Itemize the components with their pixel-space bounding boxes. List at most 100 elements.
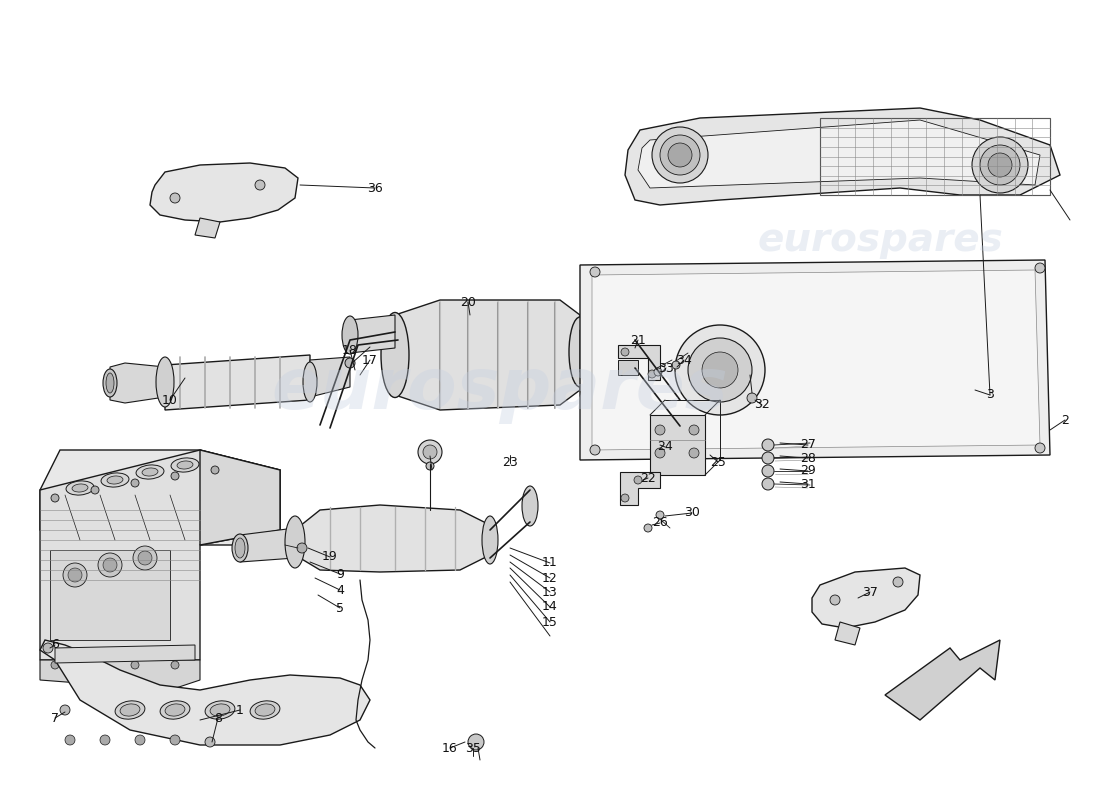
Text: 21: 21 [630, 334, 646, 346]
Circle shape [51, 661, 59, 669]
Polygon shape [200, 450, 280, 545]
Circle shape [60, 705, 70, 715]
Text: 9: 9 [337, 567, 344, 581]
Circle shape [660, 135, 700, 175]
Text: 28: 28 [800, 451, 816, 465]
Polygon shape [165, 355, 310, 410]
Text: 25: 25 [711, 455, 726, 469]
Circle shape [689, 425, 698, 435]
Polygon shape [310, 357, 350, 397]
Circle shape [205, 737, 214, 747]
Circle shape [63, 563, 87, 587]
Polygon shape [625, 108, 1060, 205]
Polygon shape [40, 640, 370, 745]
Ellipse shape [232, 534, 248, 562]
Polygon shape [580, 330, 635, 372]
Circle shape [138, 551, 152, 565]
Text: 14: 14 [542, 601, 558, 614]
Ellipse shape [381, 313, 409, 398]
Bar [50, 550, 170, 640]
Text: 22: 22 [640, 471, 656, 485]
Ellipse shape [255, 704, 275, 716]
Ellipse shape [103, 369, 117, 397]
Text: 29: 29 [800, 465, 816, 478]
Circle shape [51, 494, 59, 502]
Circle shape [590, 445, 600, 455]
Polygon shape [240, 528, 295, 562]
Text: 1: 1 [236, 703, 244, 717]
Ellipse shape [672, 394, 688, 432]
Circle shape [762, 439, 774, 451]
Circle shape [747, 393, 757, 403]
Polygon shape [110, 363, 165, 403]
Text: 31: 31 [800, 478, 816, 490]
Ellipse shape [522, 486, 538, 526]
Circle shape [426, 462, 434, 470]
Text: 13: 13 [542, 586, 558, 598]
Polygon shape [55, 645, 195, 663]
Circle shape [68, 568, 82, 582]
Circle shape [1035, 263, 1045, 273]
Circle shape [131, 479, 139, 487]
Polygon shape [580, 260, 1050, 460]
Ellipse shape [342, 316, 358, 354]
Ellipse shape [66, 481, 94, 495]
Ellipse shape [302, 362, 317, 402]
Circle shape [893, 577, 903, 587]
Ellipse shape [569, 317, 591, 387]
Text: 32: 32 [755, 398, 770, 411]
Circle shape [133, 546, 157, 570]
Circle shape [972, 137, 1028, 193]
Ellipse shape [170, 458, 199, 472]
Text: 30: 30 [684, 506, 700, 519]
Circle shape [98, 553, 122, 577]
Ellipse shape [177, 461, 192, 469]
Text: 26: 26 [652, 517, 668, 530]
Circle shape [590, 267, 600, 277]
Circle shape [762, 465, 774, 477]
Circle shape [170, 193, 180, 203]
Text: 37: 37 [862, 586, 878, 598]
Circle shape [656, 511, 664, 519]
Ellipse shape [205, 701, 235, 719]
Polygon shape [395, 300, 580, 410]
Polygon shape [40, 450, 280, 545]
Circle shape [648, 370, 656, 378]
Text: 35: 35 [465, 742, 481, 754]
Text: 24: 24 [657, 441, 673, 454]
Ellipse shape [142, 468, 158, 476]
Circle shape [468, 734, 484, 750]
Circle shape [170, 735, 180, 745]
Circle shape [675, 325, 764, 415]
Ellipse shape [165, 704, 185, 716]
Circle shape [634, 476, 642, 484]
Circle shape [345, 358, 355, 368]
Text: 23: 23 [502, 457, 518, 470]
Polygon shape [195, 218, 220, 238]
Ellipse shape [210, 704, 230, 716]
Polygon shape [40, 660, 200, 690]
Polygon shape [350, 315, 395, 353]
Polygon shape [812, 568, 920, 628]
Circle shape [762, 452, 774, 464]
Polygon shape [886, 640, 1000, 720]
Text: 7: 7 [51, 711, 59, 725]
Text: 4: 4 [337, 583, 344, 597]
Text: 20: 20 [460, 295, 476, 309]
Circle shape [65, 735, 75, 745]
Text: 8: 8 [214, 711, 222, 725]
Circle shape [621, 494, 629, 502]
Circle shape [297, 543, 307, 553]
Circle shape [652, 127, 708, 183]
Text: 15: 15 [542, 615, 558, 629]
Polygon shape [150, 163, 298, 222]
Ellipse shape [235, 538, 245, 558]
Ellipse shape [482, 516, 498, 564]
Ellipse shape [101, 473, 129, 487]
Ellipse shape [250, 701, 279, 719]
Circle shape [654, 368, 662, 376]
Text: 34: 34 [676, 354, 692, 366]
Text: 12: 12 [542, 571, 558, 585]
Circle shape [654, 448, 666, 458]
Text: 5: 5 [336, 602, 344, 614]
